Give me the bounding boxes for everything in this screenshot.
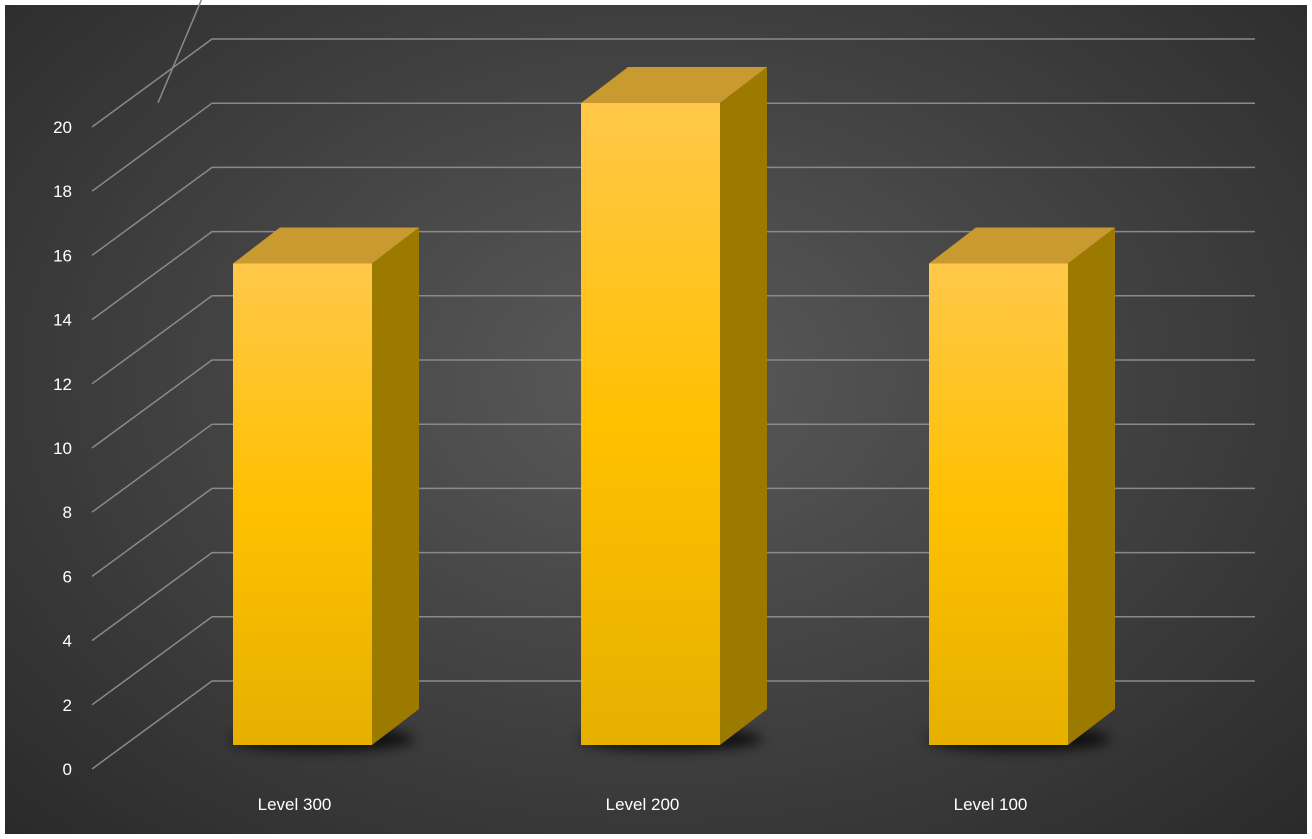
bar-level-100: [929, 227, 1115, 745]
gridline: [91, 423, 1255, 513]
x-category-label: Level 300: [258, 795, 332, 814]
y-tick-label: 4: [63, 632, 72, 651]
bar-side-face: [1068, 227, 1115, 745]
bars: [233, 67, 1115, 745]
bar-level-200: [581, 67, 767, 745]
bar-top-face: [581, 67, 767, 103]
bar-front-face: [929, 263, 1068, 745]
y-tick-label: 2: [63, 696, 72, 715]
x-category-label: Level 100: [954, 795, 1028, 814]
bar-front-face: [233, 263, 372, 745]
bar-side-face: [372, 227, 419, 745]
gridline: [91, 359, 1255, 449]
y-tick-label: 6: [63, 567, 72, 586]
gridline: [91, 616, 1255, 706]
bar-top-face: [233, 227, 419, 264]
y-tick-label: 20: [53, 118, 72, 137]
y-tick-label: 12: [53, 375, 72, 394]
x-axis-category-labels: Level 300 Level 200 Level 100: [258, 795, 1028, 814]
gridline: [91, 295, 1255, 385]
bar-side-face: [720, 67, 767, 745]
y-tick-label: 8: [63, 503, 72, 522]
y-tick-label: 10: [53, 439, 72, 458]
y-tick-label: 18: [53, 182, 72, 201]
y-tick-label: 16: [53, 246, 72, 265]
gridline: [91, 166, 1255, 257]
gridline: [91, 680, 1255, 770]
x-category-label: Level 200: [606, 795, 680, 814]
bar-top-face: [929, 227, 1115, 264]
bar-level-300: [233, 227, 419, 745]
gridline: [91, 551, 1255, 642]
gridline: [91, 230, 1255, 321]
gridlines: [91, 0, 1255, 770]
y-axis-tick-labels: 0 2 4 6 8 10 12 14 16 18 20: [53, 118, 72, 779]
y-tick-label: 0: [63, 760, 72, 779]
gridline: [157, 0, 203, 104]
y-tick-label: 14: [53, 311, 72, 330]
gridline: [91, 487, 1255, 578]
bar-front-face: [581, 103, 720, 745]
gridline: [91, 102, 1255, 192]
gridline: [91, 38, 1255, 128]
